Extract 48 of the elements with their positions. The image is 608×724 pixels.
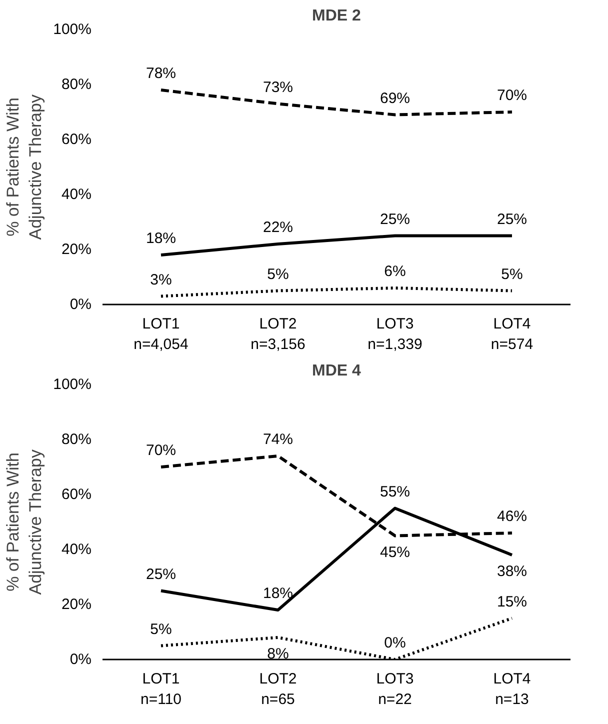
y-tick-label: 0% xyxy=(70,296,92,313)
y-tick-label: 60% xyxy=(61,131,92,148)
text: 6% xyxy=(384,263,406,280)
chart-title: MDE 2 xyxy=(312,8,362,24)
x-tick-label: LOT1 n=4,054 xyxy=(134,316,188,353)
y-tick-label: 40% xyxy=(61,186,92,203)
x-tick-label: LOT3 n=22 xyxy=(376,670,414,708)
y-tick-label: 80% xyxy=(61,431,92,448)
text: 3% xyxy=(150,271,172,288)
y-tick-label: 20% xyxy=(61,596,92,613)
x-tick-label: LOT1 n=110 xyxy=(140,670,182,708)
text: 38% xyxy=(496,563,528,580)
y-tick-label: 20% xyxy=(61,241,92,258)
text: 18% xyxy=(262,585,294,602)
chart-title: MDE 4 xyxy=(312,362,362,380)
y-tick-label: 80% xyxy=(61,76,92,93)
text: 45% xyxy=(380,544,410,561)
text: 18% xyxy=(146,230,176,247)
text: 22% xyxy=(262,219,294,236)
y-tick-label: 60% xyxy=(61,486,92,503)
y-tick-label: 100% xyxy=(53,21,92,38)
y-tick-label: 0% xyxy=(70,651,92,668)
text: 70% xyxy=(146,442,176,459)
x-tick-label: LOT2 n=3,156 xyxy=(250,316,306,353)
text: 74% xyxy=(262,431,294,448)
text: 55% xyxy=(380,483,410,500)
text: 8% xyxy=(267,646,289,662)
y-axis-title: % of Patients With Adjunctive Therapy xyxy=(3,449,46,595)
y-axis-title: % of Patients With Adjunctive Therapy xyxy=(3,94,46,240)
text: 25% xyxy=(380,210,410,228)
x-tick-label: LOT3 n=1,339 xyxy=(368,316,422,353)
text: 73% xyxy=(262,78,294,96)
y-tick-label: 100% xyxy=(53,376,92,393)
y-tick-label: 40% xyxy=(61,541,92,558)
x-tick-label: LOT4 n=574 xyxy=(490,316,534,353)
text: 5% xyxy=(150,620,172,638)
text: 0% xyxy=(384,634,406,652)
text: 69% xyxy=(380,90,410,107)
text: 5% xyxy=(267,266,289,283)
text: 78% xyxy=(146,65,176,82)
x-tick-label: LOT4 n=13 xyxy=(493,670,531,708)
text: 25% xyxy=(146,566,176,583)
text: 15% xyxy=(496,593,528,610)
text: 5% xyxy=(501,266,523,283)
x-tick-label: LOT2 n=65 xyxy=(259,670,297,708)
text: 25% xyxy=(496,210,528,228)
text: 70% xyxy=(496,87,528,104)
text: 46% xyxy=(496,508,528,525)
